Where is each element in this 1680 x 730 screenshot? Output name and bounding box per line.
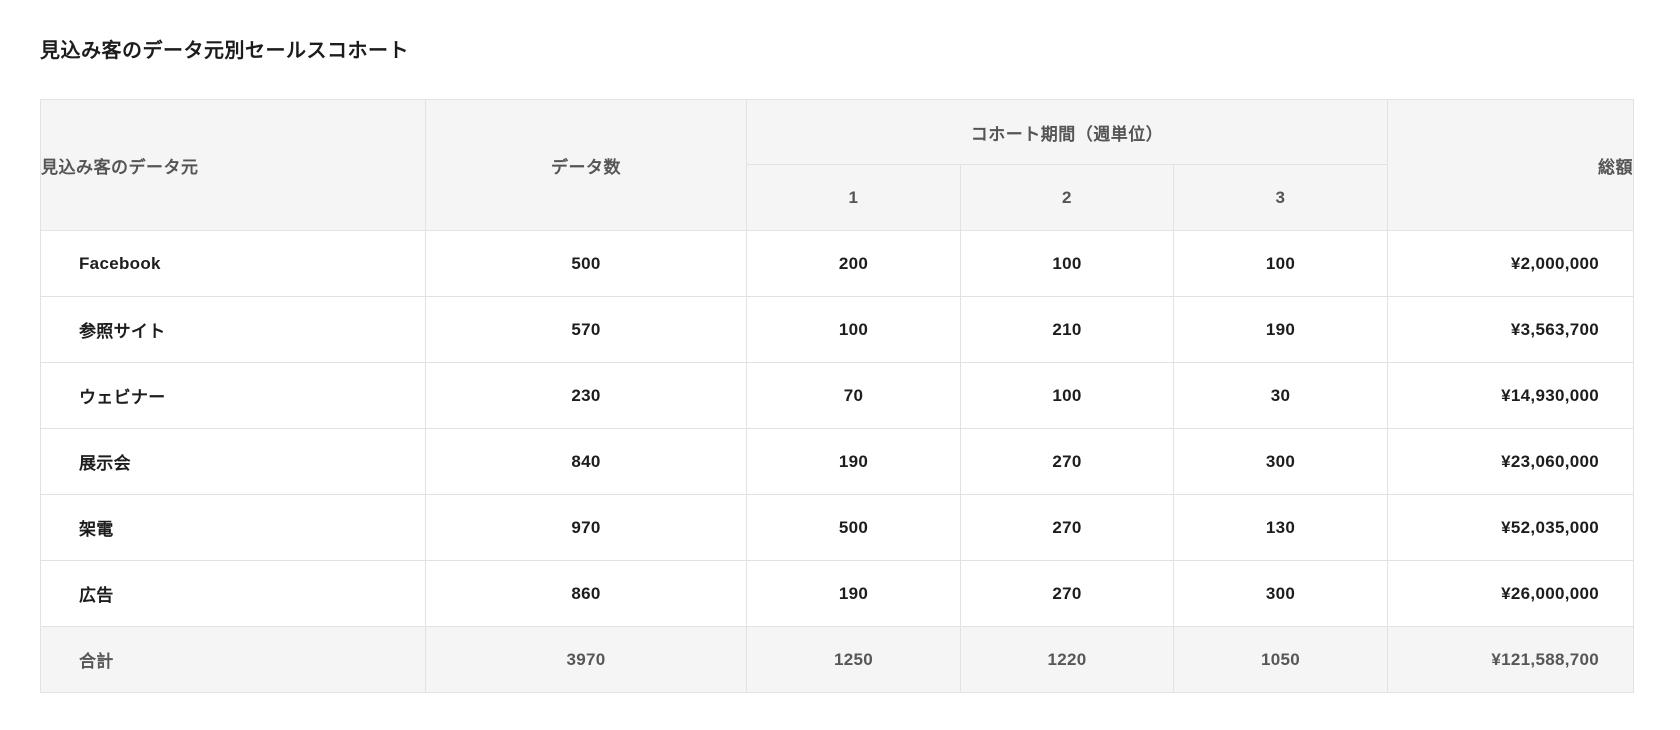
cell-total-amount: ¥14,930,000 (1387, 362, 1634, 429)
cell-week-2: 210 (960, 296, 1174, 363)
cell-source: Facebook (40, 230, 426, 297)
cell-week-3: 300 (1173, 560, 1388, 627)
cell-total-amount: ¥3,563,700 (1387, 296, 1634, 363)
column-header-count: データ数 (425, 99, 747, 231)
cell-total-amount: ¥121,588,700 (1387, 626, 1634, 693)
column-header-week-3: 3 (1173, 164, 1388, 231)
table-body: Facebook 500 200 100 100 ¥2,000,000 参照サイト 570 10… (40, 230, 1634, 693)
cell-week-1: 190 (746, 560, 961, 627)
table-row: 広告 860 190 270 300 ¥26,000,000 (40, 560, 1634, 627)
cell-total-amount: ¥23,060,000 (1387, 428, 1634, 495)
cell-week-1: 1250 (746, 626, 961, 693)
cell-week-2: 100 (960, 362, 1174, 429)
cell-week-3: 100 (1173, 230, 1388, 297)
cell-data-count: 570 (425, 296, 747, 363)
cell-week-3: 1050 (1173, 626, 1388, 693)
column-header-week-2: 2 (960, 164, 1174, 231)
cell-week-2: 270 (960, 494, 1174, 561)
cell-total-amount: ¥52,035,000 (1387, 494, 1634, 561)
page-title: 見込み客のデータ元別セールスコホート (40, 40, 409, 62)
cell-week-1: 70 (746, 362, 961, 429)
cell-source: 合計 (40, 626, 426, 693)
cell-week-2: 270 (960, 428, 1174, 495)
cell-total-amount: ¥2,000,000 (1387, 230, 1634, 297)
cell-source: 展示会 (40, 428, 426, 495)
cell-week-3: 30 (1173, 362, 1388, 429)
cell-data-count: 3970 (425, 626, 747, 693)
cell-week-3: 300 (1173, 428, 1388, 495)
cell-source: ウェビナー (40, 362, 426, 429)
table-row: Facebook 500 200 100 100 ¥2,000,000 (40, 230, 1634, 297)
cell-week-2: 100 (960, 230, 1174, 297)
cell-week-3: 130 (1173, 494, 1388, 561)
table-row: 展示会 840 190 270 300 ¥23,060,000 (40, 428, 1634, 495)
cell-week-1: 200 (746, 230, 961, 297)
cell-total-amount: ¥26,000,000 (1387, 560, 1634, 627)
cell-data-count: 970 (425, 494, 747, 561)
column-header-cohort-period: コホート期間（週単位） (746, 99, 1388, 165)
cell-week-1: 100 (746, 296, 961, 363)
table-row: 参照サイト 570 100 210 190 ¥3,563,700 (40, 296, 1634, 363)
cohort-table: 見込み客のデータ元 データ数 コホート期間（週単位） 総額 1 2 3 Face… (40, 99, 1634, 693)
cell-source: 参照サイト (40, 296, 426, 363)
cell-data-count: 840 (425, 428, 747, 495)
cell-week-3: 190 (1173, 296, 1388, 363)
table-row: 架電 970 500 270 130 ¥52,035,000 (40, 494, 1634, 561)
cell-source: 広告 (40, 560, 426, 627)
cell-week-1: 190 (746, 428, 961, 495)
cell-week-2: 1220 (960, 626, 1174, 693)
cell-data-count: 500 (425, 230, 747, 297)
cell-data-count: 230 (425, 362, 747, 429)
cell-data-count: 860 (425, 560, 747, 627)
column-header-total: 総額 (1387, 99, 1634, 231)
cell-source: 架電 (40, 494, 426, 561)
table-total-row: 合計 3970 1250 1220 1050 ¥121,588,700 (40, 626, 1634, 693)
report-page: 見込み客のデータ元別セールスコホート 見込み客のデータ元 データ数 コホート期間… (40, 40, 1634, 693)
table-row: ウェビナー 230 70 100 30 ¥14,930,000 (40, 362, 1634, 429)
cell-week-2: 270 (960, 560, 1174, 627)
column-header-week-1: 1 (746, 164, 961, 231)
table-header: 見込み客のデータ元 データ数 コホート期間（週単位） 総額 1 2 3 (40, 99, 1634, 231)
cell-week-1: 500 (746, 494, 961, 561)
column-header-source: 見込み客のデータ元 (40, 99, 426, 231)
